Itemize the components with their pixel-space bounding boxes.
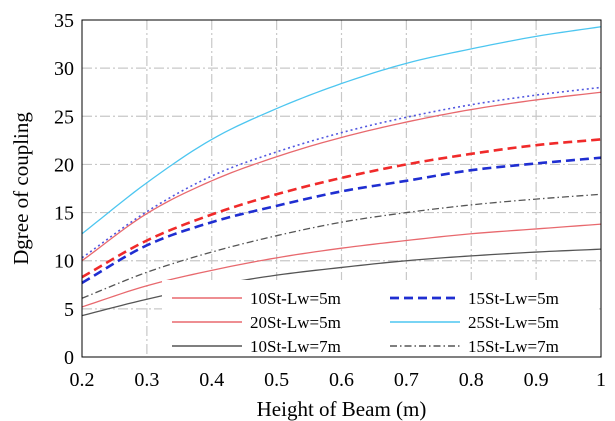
legend-label: 25St-Lw=5m xyxy=(468,313,559,332)
x-axis-title: Height of Beam (m) xyxy=(257,397,427,421)
y-tick-label: 5 xyxy=(64,299,74,321)
legend: 10St-Lw=5m 15St-Lw=5m 20St-Lw=5m 25St-Lw=5m… xyxy=(162,280,598,356)
x-tick-label: 0.6 xyxy=(329,369,354,391)
y-tick-label: 20 xyxy=(54,154,74,176)
x-tick-label: 0.8 xyxy=(459,369,484,391)
series-lines xyxy=(81,26,602,317)
x-tick-label: 0.4 xyxy=(199,369,224,391)
legend-label: 20St-Lw=5m xyxy=(250,313,341,332)
y-tick-label: 35 xyxy=(54,10,74,32)
tick-labels: 0 5 10 15 20 25 30 35 0.2 0.3 0.4 0.5 0.6 0.7 0.8 0.9 1 xyxy=(54,10,606,391)
series-line-1 xyxy=(81,156,602,284)
grid xyxy=(82,20,601,357)
series-line-5 xyxy=(81,193,602,299)
legend-label: 10St-Lw=7m xyxy=(250,337,341,356)
plot-frame xyxy=(81,19,602,358)
x-tick-label: 0.7 xyxy=(394,369,419,391)
y-tick-label: 0 xyxy=(64,347,74,369)
series-line-6 xyxy=(81,138,602,279)
x-tick-label: 1 xyxy=(596,369,606,391)
x-tick-label: 0.2 xyxy=(70,369,95,391)
y-axis-title: Dgree of coupling xyxy=(9,112,33,265)
y-tick-label: 30 xyxy=(54,58,74,80)
y-tick-label: 10 xyxy=(54,251,74,273)
series-line-2 xyxy=(81,91,602,262)
legend-label: 15St-Lw=7m xyxy=(468,337,559,356)
x-tick-label: 0.3 xyxy=(134,369,159,391)
y-tick-label: 15 xyxy=(54,203,74,225)
x-tick-label: 0.5 xyxy=(264,369,289,391)
x-tick-label: 0.9 xyxy=(524,369,549,391)
y-tick-label: 25 xyxy=(54,106,74,128)
series-line-7 xyxy=(81,86,602,259)
series-line-3 xyxy=(81,26,602,235)
legend-background xyxy=(162,280,598,354)
legend-label: 10St-Lw=5m xyxy=(250,289,341,308)
legend-label: 15St-Lw=5m xyxy=(468,289,559,308)
